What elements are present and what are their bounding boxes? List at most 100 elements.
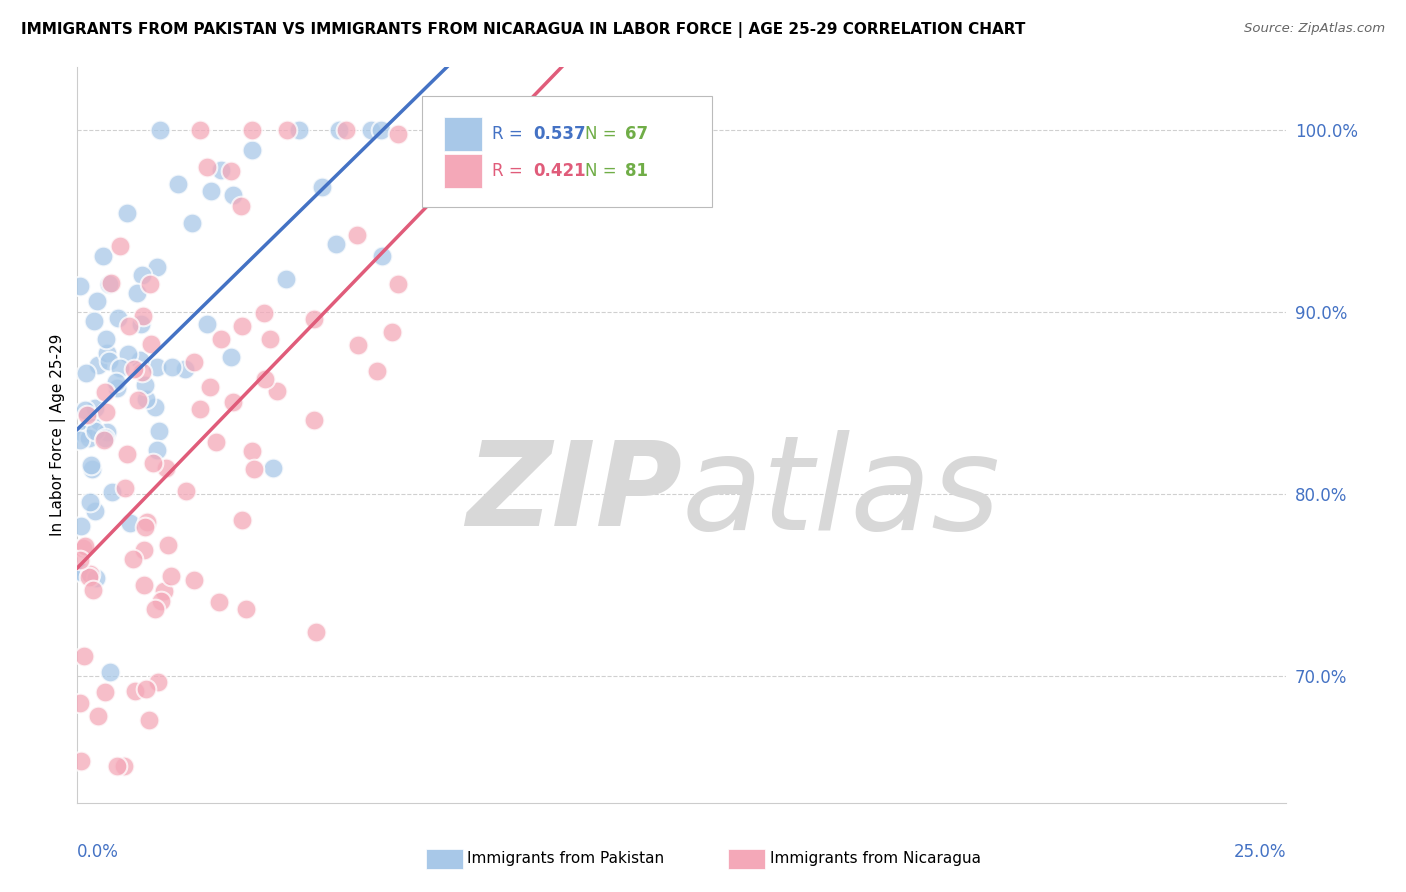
Point [82,417,104,432]
Point [253,306,276,320]
Point [183,573,205,587]
Point [122,362,145,376]
Point [209,332,232,346]
FancyBboxPatch shape [444,153,482,187]
Point [387,277,409,291]
Point [387,127,409,141]
Point [70,565,93,579]
Point [302,312,325,326]
Point [120,516,142,530]
Point [371,249,394,263]
Text: Source: ZipAtlas.com: Source: ZipAtlas.com [1244,22,1385,36]
Point [288,123,311,137]
Point [311,180,333,194]
Point [231,199,253,213]
Point [72,425,94,440]
Point [100,276,122,290]
Point [94,332,117,346]
Point [82,582,104,597]
Point [242,143,264,157]
Point [69,553,91,567]
Point [134,520,156,534]
Point [117,346,139,360]
Point [131,268,153,282]
Point [104,375,127,389]
Point [541,124,564,138]
Point [143,602,166,616]
Point [200,184,222,198]
Point [145,400,167,414]
Point [242,443,264,458]
Point [93,685,115,699]
Point [149,594,172,608]
Point [135,682,157,697]
Point [160,569,183,583]
Point [114,481,136,495]
Point [276,272,298,286]
Point [135,392,157,407]
Point [198,379,221,393]
Point [160,359,183,374]
Point [86,294,108,309]
Point [124,684,146,698]
Point [105,759,128,773]
Text: IMMIGRANTS FROM PAKISTAN VS IMMIGRANTS FROM NICARAGUA IN LABOR FORCE | AGE 25-29: IMMIGRANTS FROM PAKISTAN VS IMMIGRANTS F… [21,22,1025,38]
Point [370,123,392,137]
Point [112,759,135,773]
Point [108,238,131,252]
Point [366,364,388,378]
Point [346,337,368,351]
Text: 67: 67 [626,125,648,143]
Point [79,570,101,584]
Point [146,359,169,374]
Point [86,571,108,585]
Point [98,665,121,680]
Point [69,279,91,293]
Point [176,483,198,498]
Point [205,435,228,450]
Point [69,754,91,768]
Text: Immigrants from Pakistan: Immigrants from Pakistan [467,852,664,866]
Point [166,177,188,191]
Point [107,311,129,326]
Text: 25.0%: 25.0% [1234,843,1286,862]
Point [83,314,105,328]
Point [131,365,153,379]
Point [79,458,101,473]
Point [190,402,212,417]
Point [302,413,325,427]
Point [219,350,242,364]
Point [328,123,350,137]
Point [97,277,120,291]
Text: atlas: atlas [682,430,1001,558]
Point [235,602,257,616]
FancyBboxPatch shape [422,96,713,207]
Point [94,405,117,419]
Point [253,372,276,386]
Point [129,353,152,368]
Point [118,318,141,333]
Point [76,408,98,422]
Text: N =: N = [585,161,621,179]
Point [276,123,298,137]
Text: R =: R = [492,161,529,179]
Point [82,462,104,476]
Point [108,360,131,375]
Point [134,378,156,392]
Point [325,237,347,252]
Point [138,713,160,727]
Point [335,123,357,137]
Point [96,346,118,360]
Point [139,337,162,351]
Y-axis label: In Labor Force | Age 25-29: In Labor Force | Age 25-29 [51,334,66,536]
Point [152,583,174,598]
Point [93,384,115,399]
Point [155,461,177,475]
Point [84,401,107,415]
Text: 0.0%: 0.0% [77,843,120,862]
Point [87,359,110,373]
Text: 81: 81 [626,161,648,179]
Point [83,504,105,518]
Point [188,123,211,137]
Point [132,310,155,324]
